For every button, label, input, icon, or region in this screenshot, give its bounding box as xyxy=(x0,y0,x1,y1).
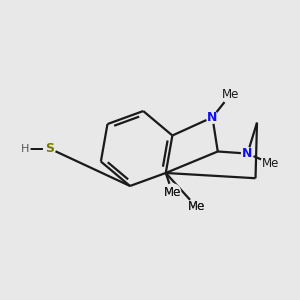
Circle shape xyxy=(221,85,240,104)
Circle shape xyxy=(188,198,204,215)
Circle shape xyxy=(242,148,254,160)
Circle shape xyxy=(44,142,56,154)
Text: N: N xyxy=(207,111,218,124)
Circle shape xyxy=(206,111,218,123)
Circle shape xyxy=(19,143,30,154)
Text: Me: Me xyxy=(164,186,181,199)
Text: S: S xyxy=(45,142,54,155)
Text: Me: Me xyxy=(222,88,239,100)
Circle shape xyxy=(261,154,280,173)
Circle shape xyxy=(164,184,181,200)
Text: N: N xyxy=(242,147,253,160)
Text: Me: Me xyxy=(188,200,205,213)
Text: Me: Me xyxy=(188,200,205,213)
Text: Me: Me xyxy=(262,157,279,170)
Text: H: H xyxy=(20,143,29,154)
Text: Me: Me xyxy=(164,186,181,199)
